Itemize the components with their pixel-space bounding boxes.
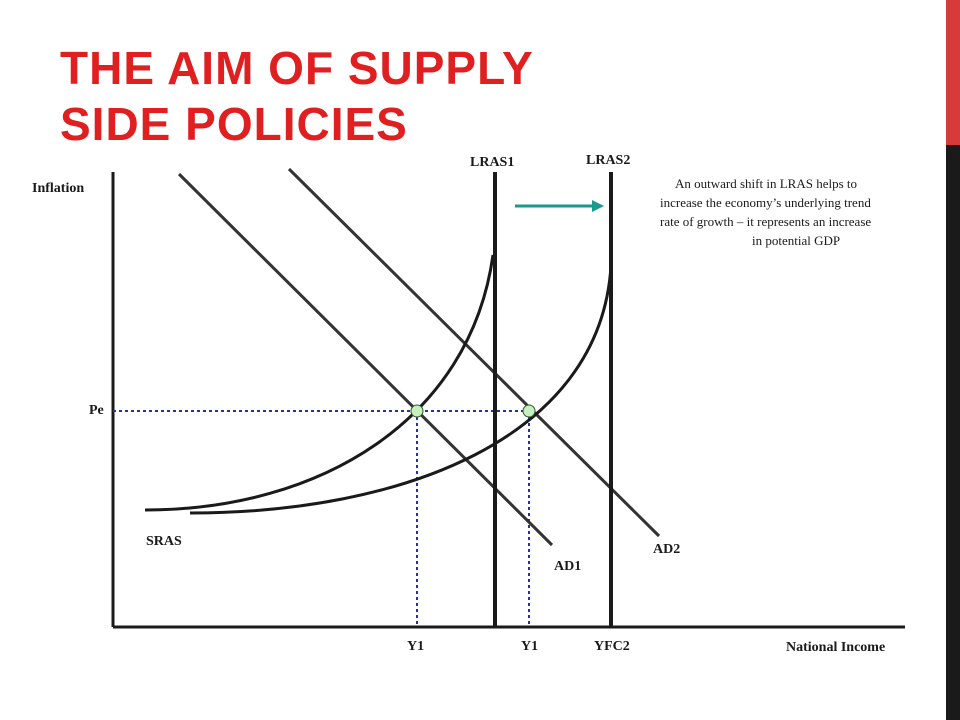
accent-bar-red [946,0,960,145]
y1-first-tick-label: Y1 [407,639,424,654]
sras-label: SRAS [146,534,182,549]
ad1-label: AD1 [554,559,581,574]
annotation-line-4: in potential GDP [752,233,840,248]
ad2-curve [287,167,661,538]
x-axis-label: National Income [786,640,885,655]
sras2-curve [189,265,613,515]
shift-arrow-icon [592,200,604,212]
slide-title: THE AIM OF SUPPLY SIDE POLICIES [60,40,534,152]
pe-label: Pe [89,403,104,418]
title-line-2: SIDE POLICIES [60,98,408,150]
annotation-line-1: An outward shift in LRAS helps to [675,176,857,191]
y1-second-tick-label: Y1 [521,639,538,654]
ad1-curve [177,172,554,547]
sras1-curve [144,254,495,512]
equilibrium-point-2 [522,404,536,418]
equilibrium-point-1 [410,404,424,418]
ad2-label: AD2 [653,542,680,557]
annotation-line-3: rate of growth – it represents an increa… [660,214,871,229]
lras1-label: LRAS1 [470,155,514,170]
lras2-label: LRAS2 [586,153,630,168]
title-line-1: THE AIM OF SUPPLY [60,42,534,94]
annotation-line-2: increase the economy’s underlying trend [660,195,871,210]
yfc2-tick-label: YFC2 [594,639,630,654]
y-axis-label: Inflation [32,181,84,196]
annotation: An outward shift in LRAS helps to increa… [660,176,871,248]
accent-bar-black [946,145,960,720]
